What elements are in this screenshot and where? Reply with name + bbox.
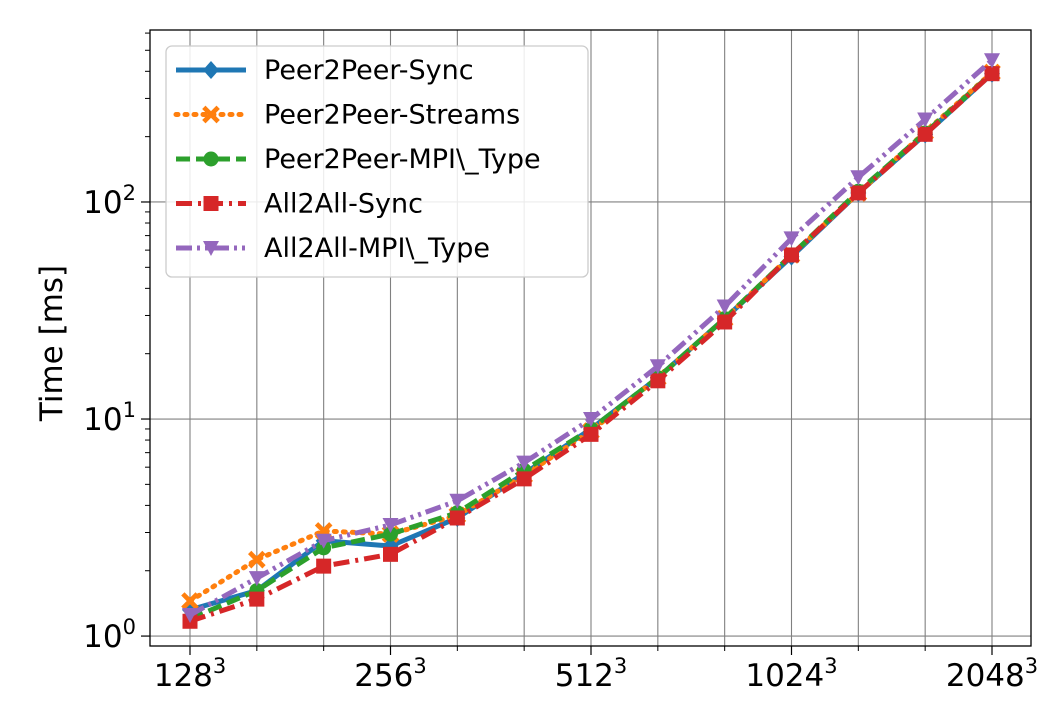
legend-label: Peer2Peer-Sync [264,55,474,86]
data-point [516,455,533,471]
data-point [917,112,934,128]
data-point [716,299,733,315]
data-point [315,533,332,549]
data-point [783,231,800,247]
x-tick-label: 20483 [946,654,1038,694]
legend-label: All2All-MPI\_Type [264,233,490,264]
data-point [650,373,666,389]
y-tick-label: 102 [83,181,136,221]
legend-marker [203,196,219,211]
legend-label: All2All-Sync [264,189,423,220]
x-tick-label: 2563 [354,654,427,694]
y-tick-label: 101 [83,398,136,438]
data-point [850,170,867,186]
data-point [383,546,398,562]
legend-marker [203,61,219,79]
legend-marker [203,241,219,256]
data-point [316,558,332,574]
data-point [850,185,866,201]
series-lines [181,53,1001,629]
x-tick-label: 5123 [555,654,628,694]
data-point [917,126,933,142]
data-point [248,571,265,587]
legend-label: Peer2Peer-Streams [264,100,520,131]
data-point [248,550,266,569]
legend-box [165,45,589,278]
data-point [717,314,733,330]
data-point [984,53,1000,69]
legend-marker [203,151,219,167]
data-point [449,510,465,526]
y-axis-label: Time [ms] [34,265,70,422]
data-point [383,526,398,542]
data-point [249,591,265,607]
data-point [449,493,466,509]
data-point [182,608,198,624]
x-tick-label: 1283 [154,654,227,694]
series-4 [182,53,1000,624]
axis-ticks: 1283 2563 5123 10243 20483 100 101 102 [83,32,1038,694]
data-point [649,359,666,375]
data-point [583,426,599,442]
legend-label: Peer2Peer-MPI\_Type [264,144,541,175]
data-point [784,247,799,263]
legend: Peer2Peer-Sync Peer2Peer-Streams Peer2Peer… [165,45,589,278]
legend-marker [202,105,220,124]
data-point [382,517,399,533]
data-point [583,412,599,428]
data-point [181,592,199,610]
data-point [516,471,532,487]
data-point [984,66,1000,82]
x-tick-label: 10243 [745,654,837,694]
y-tick-label: 100 [83,615,136,655]
